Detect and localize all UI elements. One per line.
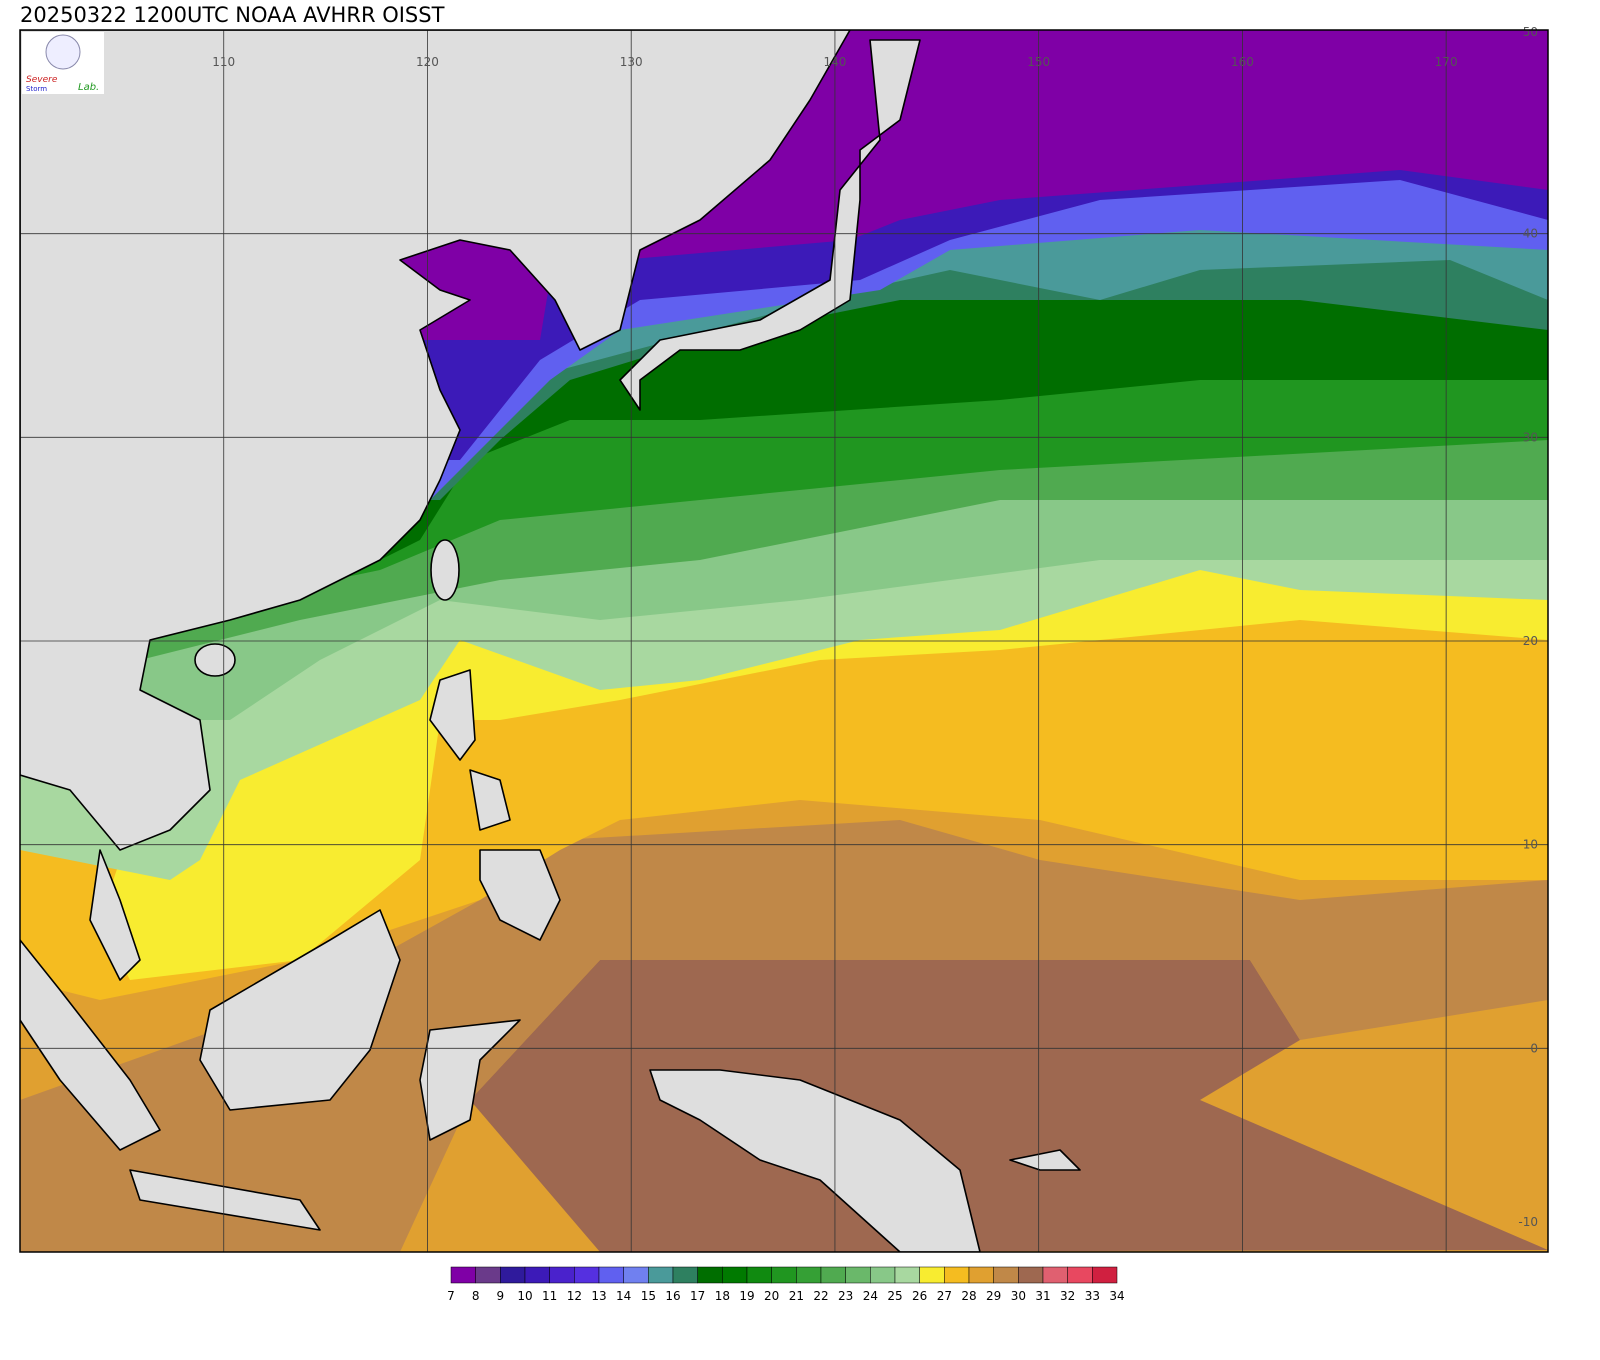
colorbar-swatch	[672, 1266, 698, 1284]
colorbar-swatch	[1042, 1266, 1068, 1284]
colorbar-swatch	[450, 1266, 476, 1284]
lon-label: 110	[212, 55, 235, 69]
colorbar-label: 21	[789, 1289, 804, 1303]
colorbar-label: 10	[517, 1289, 532, 1303]
logo-text: Lab.	[78, 82, 99, 93]
colorbar-label: 14	[616, 1289, 631, 1303]
colorbar-label: 16	[665, 1289, 680, 1303]
colorbar-swatch	[623, 1266, 649, 1284]
map-title: 20250322 1200UTC NOAA AVHRR OISST	[20, 3, 445, 27]
lat-label: -10	[1518, 1215, 1538, 1229]
colorbar-label: 22	[813, 1289, 828, 1303]
logo-text: Storm	[26, 85, 47, 93]
sst-field	[20, 30, 1548, 1252]
lat-label: 50	[1523, 25, 1538, 39]
lat-label: 40	[1523, 227, 1538, 241]
colorbar-label: 18	[715, 1289, 730, 1303]
colorbar-label: 8	[472, 1289, 480, 1303]
colorbar-label: 31	[1035, 1289, 1050, 1303]
colorbar-swatch	[919, 1266, 945, 1284]
colorbar-swatch	[870, 1266, 896, 1284]
colorbar-label: 11	[542, 1289, 557, 1303]
colorbar-swatch	[697, 1266, 723, 1284]
colorbar-label: 23	[838, 1289, 853, 1303]
lon-label: 140	[823, 55, 846, 69]
colorbar-swatch	[648, 1266, 674, 1284]
map-frame	[19, 29, 1549, 1253]
colorbar-swatch	[944, 1266, 970, 1284]
colorbar-swatch	[574, 1266, 600, 1284]
lon-label: 160	[1231, 55, 1254, 69]
colorbar-label: 33	[1085, 1289, 1100, 1303]
colorbar-label: 12	[567, 1289, 582, 1303]
colorbar-label: 20	[764, 1289, 779, 1303]
lat-label: 10	[1523, 838, 1538, 852]
logo-emblem	[45, 34, 81, 70]
colorbar-swatch	[1018, 1266, 1044, 1284]
lon-label: 120	[416, 55, 439, 69]
colorbar-swatch	[598, 1266, 624, 1284]
colorbar-swatch	[771, 1266, 797, 1284]
logo-text: Severe	[26, 75, 58, 85]
lon-label: 130	[620, 55, 643, 69]
colorbar-swatch	[820, 1266, 846, 1284]
colorbar: 7 8 9 10 11 12 13 14 15 16 17 18 19 20 21 22 23 24 25 26 27 2…	[447, 1266, 1125, 1303]
colorbar-label: 28	[961, 1289, 976, 1303]
colorbar-swatch	[746, 1266, 772, 1284]
colorbar-swatch	[968, 1266, 994, 1284]
lon-label: 150	[1027, 55, 1050, 69]
colorbar-label: 15	[641, 1289, 656, 1303]
colorbar-label: 27	[937, 1289, 952, 1303]
logo: Severe Storm Lab.	[22, 32, 104, 94]
colorbar-label: 7	[447, 1289, 455, 1303]
colorbar-label: 17	[690, 1289, 705, 1303]
colorbar-swatch	[796, 1266, 822, 1284]
colorbar-label: 9	[497, 1289, 505, 1303]
lat-label: 20	[1523, 634, 1538, 648]
colorbar-swatch	[894, 1266, 920, 1284]
colorbar-label: 34	[1109, 1289, 1124, 1303]
colorbar-label: 19	[739, 1289, 754, 1303]
lat-label: 0	[1530, 1041, 1538, 1055]
colorbar-label: 29	[986, 1289, 1001, 1303]
colorbar-swatch	[524, 1266, 550, 1284]
colorbar-label: 32	[1060, 1289, 1075, 1303]
lat-label: 30	[1523, 430, 1538, 444]
colorbar-swatch	[475, 1266, 501, 1284]
colorbar-swatch	[1092, 1266, 1118, 1284]
colorbar-swatch	[500, 1266, 526, 1284]
colorbar-label: 30	[1011, 1289, 1026, 1303]
colorbar-label: 13	[591, 1289, 606, 1303]
colorbar-label: 24	[863, 1289, 878, 1303]
colorbar-swatch	[845, 1266, 871, 1284]
colorbar-label: 26	[912, 1289, 927, 1303]
lon-label: 170	[1435, 55, 1458, 69]
colorbar-label: 25	[887, 1289, 902, 1303]
colorbar-swatch	[993, 1266, 1019, 1284]
colorbar-swatch	[1067, 1266, 1093, 1284]
colorbar-swatch	[722, 1266, 748, 1284]
colorbar-swatch	[549, 1266, 575, 1284]
